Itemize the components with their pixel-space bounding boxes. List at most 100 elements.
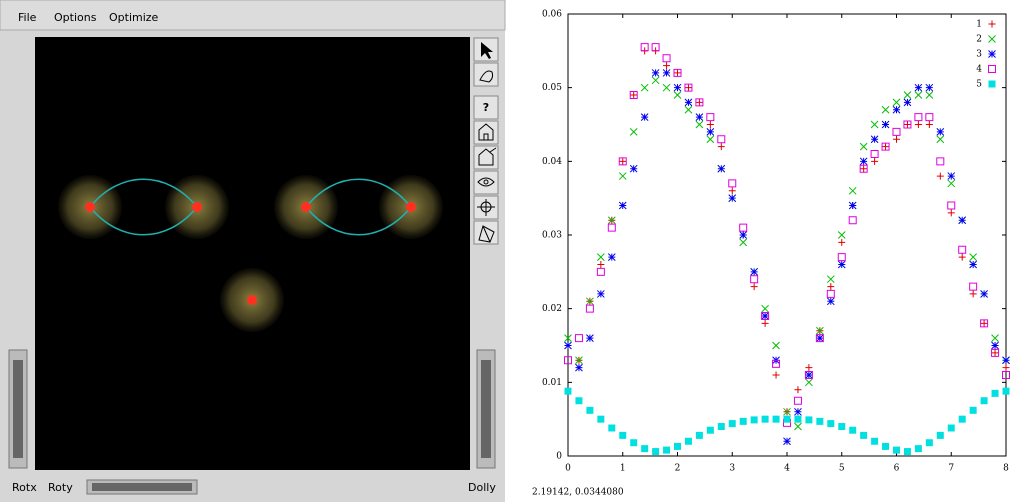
data-point bbox=[641, 114, 648, 121]
x-tick-label: 6 bbox=[894, 464, 900, 474]
data-point bbox=[685, 106, 692, 113]
data-point bbox=[794, 386, 801, 393]
y-tick-label: 0 bbox=[556, 452, 562, 462]
data-point bbox=[871, 150, 878, 157]
tool-button[interactable] bbox=[474, 63, 498, 86]
data-point bbox=[586, 407, 593, 414]
data-point bbox=[773, 371, 780, 378]
data-point bbox=[959, 416, 966, 423]
data-point bbox=[575, 364, 582, 371]
data-point bbox=[838, 261, 845, 268]
data-point bbox=[904, 121, 911, 128]
data-point bbox=[992, 349, 999, 356]
data-point bbox=[838, 254, 845, 261]
data-point bbox=[740, 224, 747, 231]
data-point bbox=[718, 136, 725, 143]
data-point bbox=[663, 84, 670, 91]
data-point bbox=[860, 143, 867, 150]
data-point bbox=[565, 388, 572, 395]
data-point bbox=[805, 371, 812, 378]
data-point bbox=[794, 416, 801, 423]
data-point bbox=[959, 254, 966, 261]
data-point bbox=[827, 298, 834, 305]
thumbwheel-grip bbox=[481, 360, 491, 458]
data-point bbox=[773, 342, 780, 349]
data-point bbox=[937, 128, 944, 135]
data-point bbox=[871, 158, 878, 165]
data-point bbox=[860, 165, 867, 172]
menu-item[interactable]: Options bbox=[54, 11, 97, 24]
data-point bbox=[696, 432, 703, 439]
data-point bbox=[630, 92, 637, 99]
status-text: 2.19142, 0.0344080 bbox=[532, 488, 624, 498]
data-point bbox=[816, 418, 823, 425]
x-tick-label: 3 bbox=[729, 464, 735, 474]
data-point bbox=[685, 99, 692, 106]
data-point bbox=[959, 217, 966, 224]
data-point bbox=[937, 173, 944, 180]
data-point bbox=[575, 335, 582, 342]
plot-frame bbox=[568, 14, 1006, 456]
data-point bbox=[652, 77, 659, 84]
viewport[interactable] bbox=[35, 37, 470, 470]
data-point bbox=[893, 128, 900, 135]
thumbwheel-grip bbox=[92, 483, 192, 491]
data-point bbox=[871, 121, 878, 128]
data-point bbox=[663, 55, 670, 62]
thumbwheel-grip bbox=[13, 360, 23, 458]
data-point bbox=[893, 136, 900, 143]
data-point bbox=[937, 432, 944, 439]
legend-label: 4 bbox=[976, 65, 982, 75]
data-point bbox=[827, 283, 834, 290]
data-point bbox=[707, 427, 714, 434]
tool-button[interactable] bbox=[474, 171, 498, 194]
data-point bbox=[586, 305, 593, 312]
x-tick-label: 2 bbox=[675, 464, 681, 474]
data-point bbox=[674, 92, 681, 99]
data-point bbox=[696, 121, 703, 128]
data-point bbox=[729, 420, 736, 427]
legend-marker bbox=[989, 51, 996, 58]
data-point bbox=[970, 283, 977, 290]
data-point bbox=[915, 121, 922, 128]
data-point bbox=[729, 187, 736, 194]
data-point bbox=[707, 121, 714, 128]
data-point bbox=[981, 320, 988, 327]
data-point bbox=[849, 202, 856, 209]
data-point bbox=[970, 261, 977, 268]
legend-marker bbox=[989, 36, 996, 43]
legend-marker bbox=[989, 21, 996, 28]
data-point bbox=[915, 92, 922, 99]
data-point bbox=[915, 114, 922, 121]
data-point bbox=[915, 84, 922, 91]
data-point bbox=[904, 92, 911, 99]
y-tick-label: 0.03 bbox=[542, 231, 562, 241]
data-point bbox=[794, 397, 801, 404]
data-point bbox=[619, 173, 626, 180]
data-point bbox=[685, 438, 692, 445]
data-point bbox=[992, 335, 999, 342]
y-tick-label: 0.06 bbox=[542, 10, 562, 20]
data-point bbox=[937, 158, 944, 165]
data-point bbox=[740, 239, 747, 246]
data-point bbox=[597, 254, 604, 261]
data-point bbox=[663, 69, 670, 76]
data-point bbox=[1003, 357, 1010, 364]
data-point bbox=[926, 121, 933, 128]
data-point bbox=[751, 268, 758, 275]
wheel-label: Rotx bbox=[12, 481, 37, 494]
data-point bbox=[773, 416, 780, 423]
data-point bbox=[784, 416, 791, 423]
menu-item[interactable]: Optimize bbox=[109, 11, 159, 24]
menu-item[interactable]: File bbox=[18, 11, 37, 24]
data-point bbox=[926, 92, 933, 99]
data-point bbox=[565, 342, 572, 349]
data-point bbox=[608, 224, 615, 231]
data-point bbox=[981, 290, 988, 297]
data-point bbox=[718, 143, 725, 150]
data-point bbox=[904, 448, 911, 455]
data-point bbox=[674, 84, 681, 91]
data-point bbox=[718, 423, 725, 430]
data-point bbox=[838, 239, 845, 246]
data-point bbox=[882, 106, 889, 113]
